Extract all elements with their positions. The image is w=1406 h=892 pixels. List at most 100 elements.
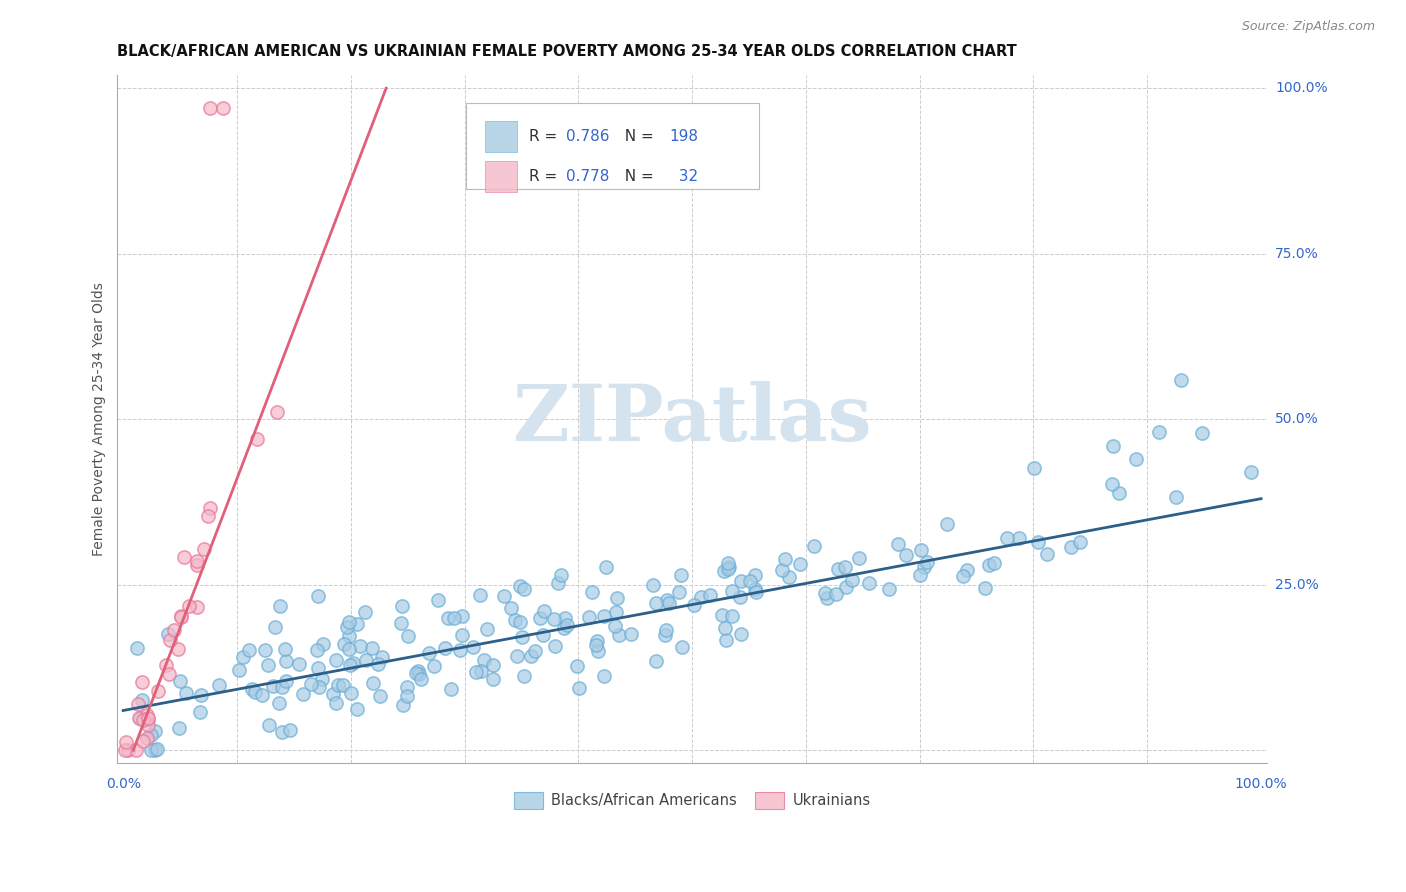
Point [814, 586, 837, 600]
Point [543, 639, 565, 653]
Point [332, 678, 354, 692]
Point [405, 665, 427, 680]
Point [271, 680, 294, 694]
Point [952, 569, 974, 583]
Point [437, 611, 460, 625]
Point [274, 641, 297, 656]
Point [240, 681, 263, 696]
Point [595, 559, 617, 574]
Point [117, 743, 139, 757]
Point [658, 596, 681, 610]
Point [132, 713, 155, 727]
Point [311, 672, 333, 686]
Point [744, 582, 766, 597]
Point [645, 596, 668, 610]
Point [1108, 486, 1130, 500]
Point [131, 693, 153, 707]
Point [325, 696, 347, 710]
Point [555, 618, 578, 632]
Point [1024, 460, 1046, 475]
Point [342, 656, 364, 670]
Point [212, 101, 235, 115]
Point [738, 574, 761, 588]
Point [730, 574, 752, 589]
Point [128, 711, 150, 725]
Point [269, 599, 291, 613]
Point [547, 576, 569, 591]
Point [585, 639, 607, 653]
Point [655, 624, 678, 638]
Point [827, 562, 849, 576]
Point [475, 622, 498, 636]
FancyBboxPatch shape [485, 161, 517, 192]
Point [176, 686, 198, 700]
Point [423, 659, 446, 673]
Point [910, 543, 932, 558]
FancyBboxPatch shape [465, 103, 759, 188]
Point [713, 621, 735, 635]
Point [186, 554, 208, 568]
Point [585, 633, 607, 648]
Point [468, 588, 491, 602]
Point [305, 643, 328, 657]
Legend: Blacks/African Americans, Ukrainians: Blacks/African Americans, Ukrainians [508, 786, 876, 814]
Point [143, 743, 166, 757]
Point [699, 588, 721, 602]
Point [200, 501, 222, 516]
Point [170, 609, 193, 624]
Point [974, 581, 997, 595]
Point [440, 682, 463, 697]
Point [908, 567, 931, 582]
Point [190, 688, 212, 702]
Point [266, 405, 288, 419]
Point [510, 631, 533, 645]
Point [513, 582, 536, 596]
Point [278, 723, 301, 738]
Point [288, 657, 311, 671]
Text: 50.0%: 50.0% [1275, 412, 1319, 426]
Point [115, 734, 138, 748]
Point [668, 585, 690, 599]
Point [450, 628, 472, 642]
Point [717, 561, 740, 575]
Point [669, 568, 692, 582]
Point [443, 611, 465, 625]
Point [995, 532, 1018, 546]
Point [607, 628, 630, 642]
Point [307, 589, 329, 603]
Text: Source: ZipAtlas.com: Source: ZipAtlas.com [1241, 20, 1375, 33]
Text: 198: 198 [669, 129, 699, 145]
Point [354, 653, 377, 667]
Point [339, 657, 361, 672]
Point [138, 711, 160, 725]
Point [208, 677, 231, 691]
Point [408, 667, 430, 681]
Point [434, 641, 457, 656]
Point [262, 679, 284, 693]
Point [228, 664, 250, 678]
Point [499, 601, 522, 615]
Point [157, 666, 180, 681]
Point [396, 689, 419, 703]
Point [395, 680, 418, 694]
Point [250, 689, 273, 703]
Point [257, 657, 280, 672]
Point [470, 665, 492, 679]
Point [586, 644, 609, 658]
Point [717, 556, 740, 570]
Point [162, 623, 184, 637]
Text: ZIPatlas: ZIPatlas [512, 381, 872, 458]
Point [349, 639, 371, 653]
Point [505, 613, 527, 627]
Point [524, 643, 547, 657]
Point [138, 712, 160, 726]
Point [713, 564, 735, 578]
Point [605, 619, 627, 633]
Point [146, 742, 169, 756]
Text: BLACK/AFRICAN AMERICAN VS UKRAINIAN FEMALE POVERTY AMONG 25-34 YEAR OLDS CORRELA: BLACK/AFRICAN AMERICAN VS UKRAINIAN FEMA… [118, 44, 1017, 59]
Point [1036, 547, 1059, 561]
Point [482, 672, 505, 686]
Point [336, 619, 359, 633]
Point [257, 717, 280, 731]
Point [730, 626, 752, 640]
